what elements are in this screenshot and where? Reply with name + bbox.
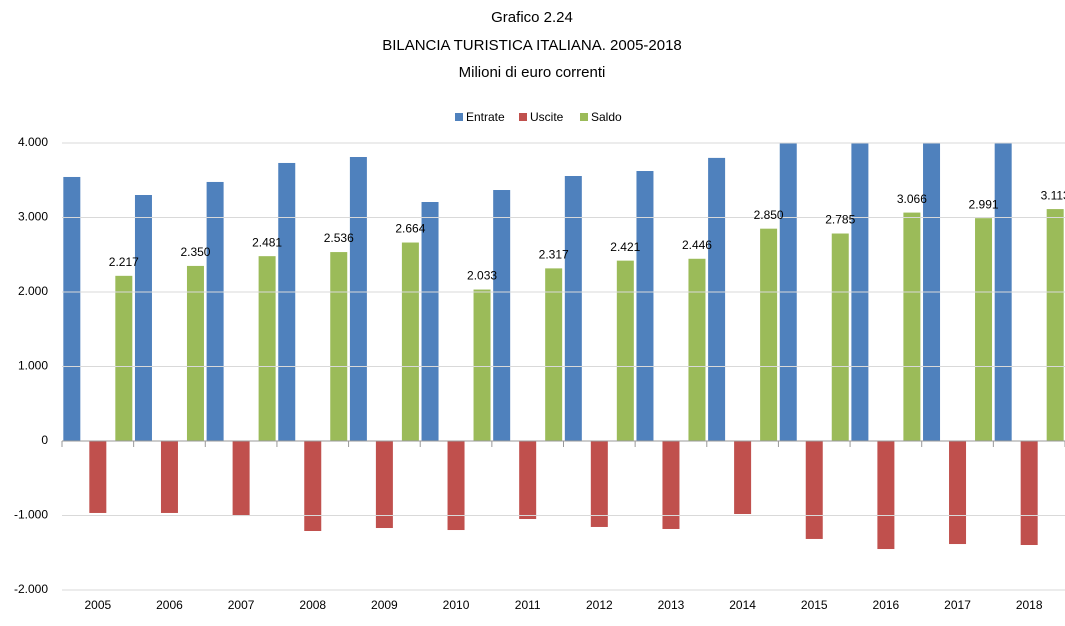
- legend-label: Uscite: [530, 110, 564, 124]
- bar: [734, 441, 752, 515]
- bar: [851, 143, 869, 441]
- chart-subtitle: BILANCIA TURISTICA ITALIANA. 2005-2018: [382, 37, 682, 54]
- bar: [949, 441, 967, 545]
- bar: [375, 441, 393, 529]
- y-tick-label: -2.000: [14, 582, 48, 596]
- bar: [206, 181, 224, 441]
- bar: [708, 157, 726, 441]
- bar: [923, 143, 941, 441]
- legend-swatch: [519, 113, 527, 121]
- bar: [447, 441, 465, 531]
- data-label: 3.066: [897, 192, 927, 206]
- x-tick-label: 2012: [586, 598, 613, 612]
- y-tick-label: 4.000: [18, 135, 48, 149]
- bar: [688, 258, 706, 441]
- data-label: 2.850: [754, 208, 784, 222]
- bar: [636, 171, 654, 441]
- bar: [186, 265, 204, 441]
- bar: [89, 441, 107, 513]
- bar: [278, 162, 296, 441]
- data-label: 2.991: [969, 197, 999, 211]
- data-label: 3.113: [1041, 188, 1065, 202]
- x-tick-label: 2008: [299, 598, 326, 612]
- data-label: 2.421: [610, 240, 640, 254]
- x-tick-label: 2005: [84, 598, 111, 612]
- bar: [304, 441, 322, 531]
- bar: [115, 275, 133, 441]
- bar: [421, 202, 439, 441]
- data-label: 2.536: [324, 231, 354, 245]
- y-tick-label: 2.000: [18, 284, 48, 298]
- data-label: 2.350: [180, 245, 210, 259]
- bar: [1020, 441, 1038, 546]
- bar: [975, 218, 993, 441]
- x-tick-label: 2006: [156, 598, 183, 612]
- bar: [160, 441, 178, 513]
- bar: [545, 268, 563, 441]
- axis-label: Milioni di euro correnti: [459, 64, 606, 81]
- bar: [232, 441, 250, 517]
- data-label: 2.317: [539, 248, 569, 262]
- bar: [616, 260, 634, 441]
- x-tick-label: 2010: [443, 598, 470, 612]
- x-tick-label: 2014: [729, 598, 756, 612]
- bar: [493, 190, 511, 441]
- data-label: 2.481: [252, 235, 282, 249]
- bar: [349, 157, 367, 442]
- bar: [994, 143, 1012, 442]
- data-label: 2.785: [825, 213, 855, 227]
- bar: [805, 441, 823, 539]
- bar: [564, 176, 582, 442]
- bar: [401, 242, 419, 441]
- data-label: 2.033: [467, 269, 497, 283]
- plot: [63, 143, 1064, 550]
- legend-label: Saldo: [591, 110, 622, 124]
- y-tick-label: 0: [41, 433, 48, 447]
- x-tick-label: 2011: [515, 598, 541, 612]
- legend-label: Entrate: [466, 110, 505, 124]
- chart-title: Grafico 2.24: [491, 9, 573, 26]
- y-tick-label: 3.000: [18, 210, 48, 224]
- x-tick-label: 2013: [658, 598, 685, 612]
- x-tick-label: 2016: [873, 598, 900, 612]
- data-label: 2.446: [682, 238, 712, 252]
- bar: [760, 228, 778, 441]
- x-tick-label: 2007: [228, 598, 255, 612]
- bar: [662, 441, 680, 529]
- bar: [590, 441, 608, 527]
- data-label: 2.217: [109, 255, 139, 269]
- data-label: 2.664: [395, 222, 425, 236]
- bar: [779, 143, 797, 441]
- bar: [473, 289, 491, 441]
- legend-swatch: [580, 113, 588, 121]
- x-tick-label: 2015: [801, 598, 828, 612]
- bar: [903, 212, 921, 441]
- bar: [330, 252, 348, 441]
- x-tick-label: 2017: [944, 598, 971, 612]
- bar: [63, 176, 81, 442]
- bar: [134, 195, 152, 441]
- bar: [877, 441, 895, 550]
- x-tick-label: 2018: [1016, 598, 1043, 612]
- bar: [258, 256, 276, 441]
- bar: [831, 233, 849, 441]
- y-tick-label: -1.000: [14, 508, 48, 522]
- bar: [1046, 209, 1064, 441]
- bar: [519, 441, 537, 520]
- y-tick-label: 1.000: [18, 359, 48, 373]
- x-tick-label: 2009: [371, 598, 398, 612]
- legend-swatch: [455, 113, 463, 121]
